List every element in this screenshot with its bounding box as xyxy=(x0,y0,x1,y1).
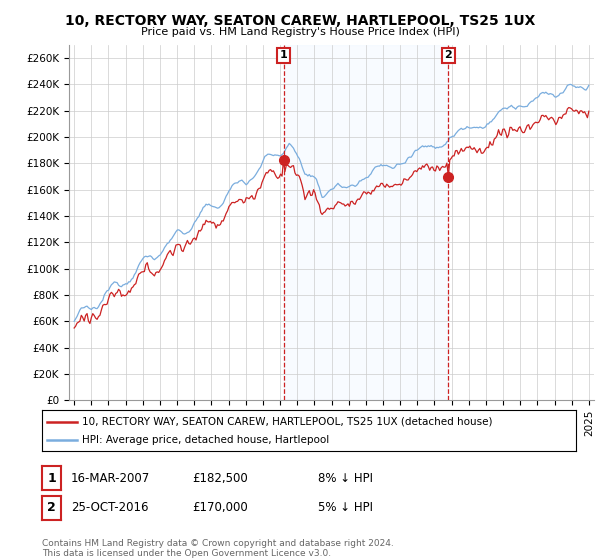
Text: £170,000: £170,000 xyxy=(192,501,248,515)
Text: 16-MAR-2007: 16-MAR-2007 xyxy=(71,472,150,485)
Text: Price paid vs. HM Land Registry's House Price Index (HPI): Price paid vs. HM Land Registry's House … xyxy=(140,27,460,37)
Text: 10, RECTORY WAY, SEATON CAREW, HARTLEPOOL, TS25 1UX (detached house): 10, RECTORY WAY, SEATON CAREW, HARTLEPOO… xyxy=(82,417,493,427)
Text: 2: 2 xyxy=(445,50,452,60)
Text: 2: 2 xyxy=(47,501,56,515)
Text: £182,500: £182,500 xyxy=(192,472,248,485)
Text: 1: 1 xyxy=(47,472,56,485)
Text: 10, RECTORY WAY, SEATON CAREW, HARTLEPOOL, TS25 1UX: 10, RECTORY WAY, SEATON CAREW, HARTLEPOO… xyxy=(65,14,535,28)
Text: Contains HM Land Registry data © Crown copyright and database right 2024.
This d: Contains HM Land Registry data © Crown c… xyxy=(42,539,394,558)
Bar xyxy=(284,45,448,400)
Text: 5% ↓ HPI: 5% ↓ HPI xyxy=(318,501,373,515)
Text: 8% ↓ HPI: 8% ↓ HPI xyxy=(318,472,373,485)
Text: HPI: Average price, detached house, Hartlepool: HPI: Average price, detached house, Hart… xyxy=(82,435,329,445)
Text: 1: 1 xyxy=(280,50,287,60)
Text: 25-OCT-2016: 25-OCT-2016 xyxy=(71,501,148,515)
